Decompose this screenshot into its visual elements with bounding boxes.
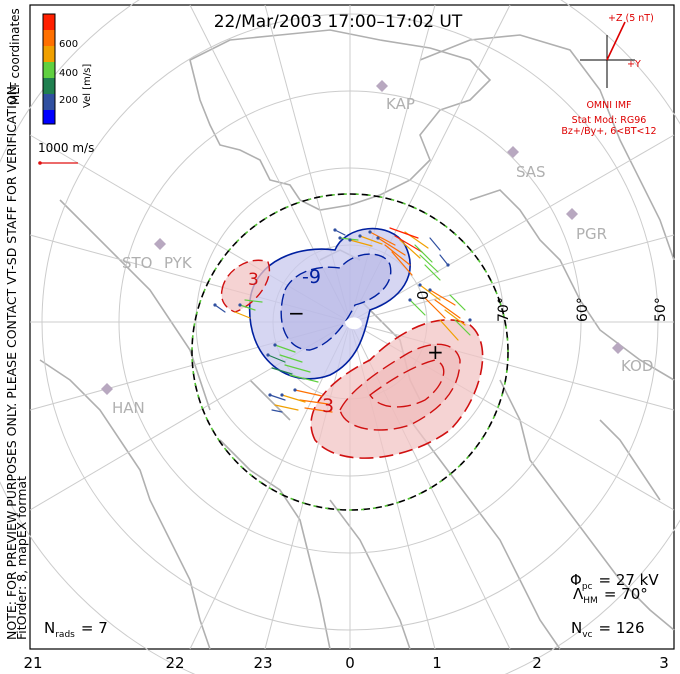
imf-source: OMNI IMF [586, 100, 631, 111]
lat-label-60: 60° [575, 297, 591, 322]
min-potential-mark: − [288, 301, 305, 325]
preview-note: NOTE: FOR PREVIEW PURPOSES ONLY. PLEASE … [4, 82, 19, 640]
contour-label-pos-dusk: 3 [248, 270, 259, 290]
station-label-sas: SAS [516, 163, 546, 181]
negative-potential-cell [248, 227, 411, 380]
station-sto-marker [154, 238, 166, 250]
velocity-scale-origin [38, 161, 42, 165]
imf-labels: +Z (5 nT) +Y OMNI IMF Stat Mod: RG96 Bz+… [561, 13, 656, 137]
station-markers [101, 80, 624, 395]
mlt-tick-0: 0 [345, 654, 355, 672]
latitude-labels: 70° 60° 50° [496, 297, 669, 322]
imf-condition: Bz+/By+, 6<BT<12 [561, 126, 656, 137]
colorbar-tick-200: 200 [59, 95, 78, 106]
map-frame [29, 4, 675, 650]
colorbar-tick-400: 400 [59, 68, 78, 79]
vector-origins [213, 228, 472, 397]
fit-order-label: FitOrder: 8, mapEX format [14, 476, 29, 640]
contour-label-pos: 3 [322, 395, 334, 417]
station-label-pyk: PYK [164, 254, 193, 272]
lat-label-50: 50° [653, 297, 669, 322]
map-statistics: Φpc = 27 kV ΛHM = 70° Nvc = 126 Nrads = 7 [44, 571, 659, 640]
hm-boundary-green [191, 193, 509, 511]
station-label-kod: KOD [621, 357, 653, 375]
velocity-vectors [214, 227, 471, 413]
lambda-hm-value: ΛHM = 70° [573, 585, 648, 606]
max-potential-mark: + [427, 340, 444, 364]
station-label-sto: STO [122, 254, 153, 272]
nvc-readout: Nvc = 126 [571, 619, 644, 640]
station-label-kap: KAP [386, 95, 415, 113]
velocity-scale-label: 1000 m/s [38, 141, 94, 155]
mlt-tick-21: 21 [23, 654, 42, 672]
station-label-pgr: PGR [576, 225, 607, 243]
station-pgr-marker [566, 208, 578, 220]
coord-system-label: MLT coordinates [8, 8, 22, 105]
imf-y-label: +Y [627, 59, 641, 70]
imf-model: Stat Mod: RG96 [572, 115, 647, 126]
velocity-colorbar [42, 13, 56, 125]
map-title: 22/Mar/2003 17:00–17:02 UT [214, 12, 463, 32]
station-sas-marker [507, 146, 519, 158]
mlt-tick-1: 1 [432, 654, 442, 672]
contour-label-zero: 0 [414, 290, 432, 300]
contour-labels: -9 3 3 0 − + [248, 266, 444, 417]
contour-label-neg: -9 [302, 266, 321, 288]
lat-label-70: 70° [496, 297, 512, 322]
mlt-tick-3: 3 [659, 654, 669, 672]
station-kap-marker [376, 80, 388, 92]
station-label-han: HAN [112, 399, 145, 417]
mlt-axis: 21 22 23 0 1 2 3 [23, 654, 668, 672]
station-kod-marker [612, 342, 624, 354]
colorbar-ticks: 600 400 200 [59, 39, 78, 106]
mlt-tick-23: 23 [253, 654, 272, 672]
imf-vector [606, 21, 626, 61]
nrads-readout: Nrads = 7 [44, 619, 108, 640]
imf-z-label: +Z (5 nT) [608, 13, 654, 24]
mlt-tick-22: 22 [165, 654, 184, 672]
zero-patch [345, 317, 362, 330]
mlt-tick-2: 2 [532, 654, 542, 672]
colorbar-tick-600: 600 [59, 39, 78, 50]
colorbar-label: Vel [m/s] [82, 64, 93, 108]
phi-pc-readout: Φpc = 27 kV [570, 571, 659, 592]
station-han-marker [101, 383, 113, 395]
positive-potential-cell [220, 259, 484, 459]
station-labels: KAP SAS PGR KOD STO PYK HAN [112, 95, 653, 417]
